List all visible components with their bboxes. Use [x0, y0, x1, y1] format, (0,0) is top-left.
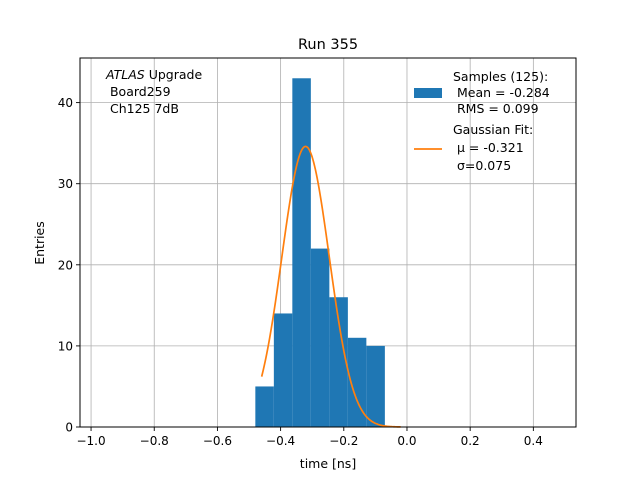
y-axis-ticks: 0 10 20 30 40 — [58, 96, 80, 435]
y-tick-label: 0 — [65, 421, 73, 435]
legend-samples-swatch — [414, 88, 442, 98]
histogram-bar — [292, 78, 311, 428]
legend-fit-line-3: σ=0.075 — [453, 158, 511, 173]
annotation-line-3: Ch125 7dB — [106, 101, 179, 116]
plot-frame — [79, 57, 577, 428]
x-axis-ticks: −1.0 −0.8 −0.6 −0.4 −0.2 0.0 0.2 0.4 — [76, 427, 543, 448]
y-tick-label: 40 — [58, 96, 73, 110]
x-tick-label: −1.0 — [76, 434, 105, 448]
legend-fit-line-1: Gaussian Fit: — [453, 122, 533, 137]
chart-title: Run 355 — [298, 37, 358, 53]
legend: Samples (125): Mean = -0.284 RMS = 0.099… — [414, 69, 550, 173]
annotation-atlas: ATLAS — [105, 67, 145, 82]
histogram-bar — [273, 313, 293, 427]
x-tick-label: 0.2 — [461, 434, 480, 448]
legend-samples-line-3: RMS = 0.099 — [453, 101, 539, 116]
histogram-bar — [329, 297, 348, 427]
x-tick-label: −0.4 — [266, 434, 295, 448]
x-tick-label: 0.4 — [524, 434, 543, 448]
annotation-line-1: ATLAS Upgrade — [105, 67, 202, 82]
histogram-bar — [347, 337, 367, 427]
y-tick-label: 10 — [58, 339, 73, 353]
annotation-line-2: Board259 — [106, 84, 171, 99]
histogram-bars — [255, 78, 385, 428]
x-tick-label: 0.0 — [397, 434, 416, 448]
y-axis-label: Entries — [32, 221, 47, 265]
histogram-bar — [310, 248, 330, 427]
y-tick-label: 20 — [58, 258, 73, 272]
x-tick-label: −0.2 — [329, 434, 358, 448]
gaussian-fit — [260, 145, 401, 428]
atlas-annotation: ATLAS Upgrade Board259 Ch125 7dB — [105, 67, 202, 116]
legend-samples-line-1: Samples (125): — [453, 69, 548, 84]
legend-samples-line-2: Mean = -0.284 — [453, 85, 550, 100]
gaussian-fit-curve — [260, 145, 401, 428]
x-axis-label: time [ns] — [300, 456, 356, 471]
histogram-bar — [366, 345, 385, 427]
annotation-upgrade: Upgrade — [145, 67, 203, 82]
histogram-bar — [255, 386, 274, 427]
y-tick-label: 30 — [58, 177, 73, 191]
x-tick-label: −0.8 — [140, 434, 169, 448]
x-tick-label: −0.6 — [203, 434, 232, 448]
legend-fit-line-2: μ = -0.321 — [453, 140, 524, 155]
